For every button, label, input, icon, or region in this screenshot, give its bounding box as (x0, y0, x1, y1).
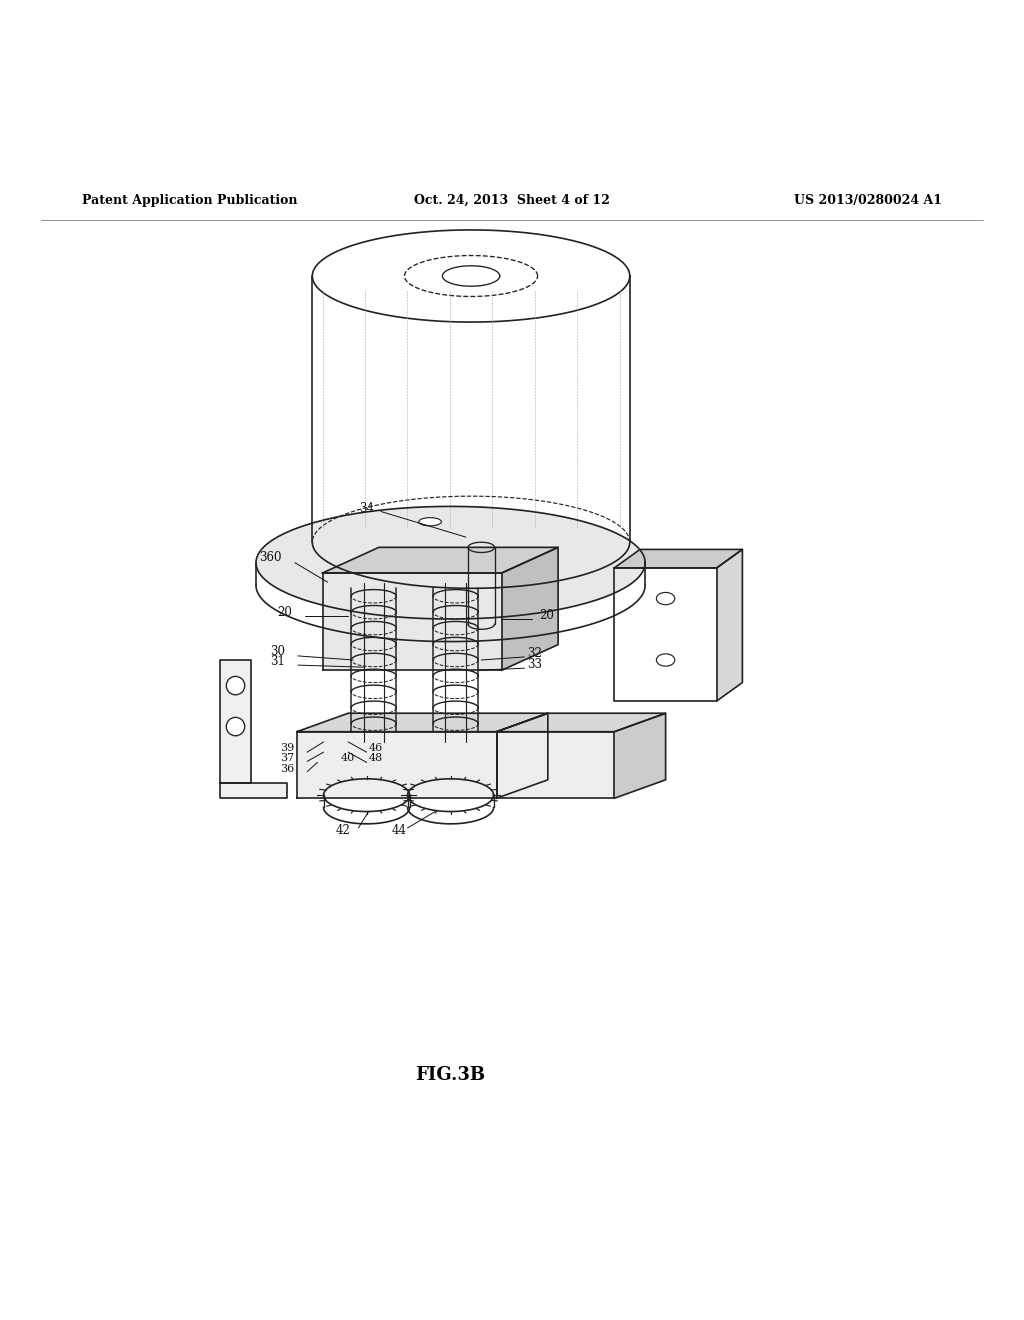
Polygon shape (717, 549, 742, 701)
Text: Oct. 24, 2013  Sheet 4 of 12: Oct. 24, 2013 Sheet 4 of 12 (414, 194, 610, 207)
Polygon shape (502, 548, 558, 671)
Text: 20: 20 (540, 609, 555, 622)
Ellipse shape (656, 593, 675, 605)
Text: 360: 360 (259, 550, 282, 564)
Polygon shape (220, 660, 251, 783)
Text: 46: 46 (369, 743, 383, 754)
Text: 44: 44 (392, 824, 407, 837)
Polygon shape (497, 713, 666, 731)
Polygon shape (297, 713, 548, 731)
Polygon shape (614, 549, 742, 568)
Ellipse shape (226, 717, 245, 735)
Ellipse shape (419, 517, 441, 525)
Ellipse shape (337, 574, 359, 582)
Text: US 2013/0280024 A1: US 2013/0280024 A1 (794, 194, 942, 207)
Polygon shape (497, 731, 614, 799)
Bar (472, 624, 490, 649)
Polygon shape (220, 783, 287, 799)
Text: 42: 42 (336, 824, 350, 837)
Text: 33: 33 (527, 659, 543, 671)
Text: 34: 34 (358, 502, 374, 515)
Text: 37: 37 (280, 754, 294, 763)
Polygon shape (614, 713, 666, 799)
Ellipse shape (521, 548, 544, 557)
Text: FIG.3B: FIG.3B (416, 1065, 485, 1084)
Text: 39: 39 (280, 743, 294, 754)
Text: 30: 30 (269, 645, 285, 657)
Text: 48: 48 (369, 754, 383, 763)
Polygon shape (497, 713, 548, 799)
Ellipse shape (656, 653, 675, 667)
Text: 20: 20 (276, 606, 292, 619)
Text: 32: 32 (527, 647, 543, 660)
Polygon shape (256, 507, 645, 619)
Polygon shape (323, 573, 502, 671)
Text: 40: 40 (341, 754, 355, 763)
Text: Patent Application Publication: Patent Application Publication (82, 194, 297, 207)
Ellipse shape (226, 676, 245, 694)
Polygon shape (323, 548, 558, 573)
Polygon shape (297, 731, 497, 799)
Text: 31: 31 (269, 655, 285, 668)
Text: 36: 36 (280, 763, 294, 774)
